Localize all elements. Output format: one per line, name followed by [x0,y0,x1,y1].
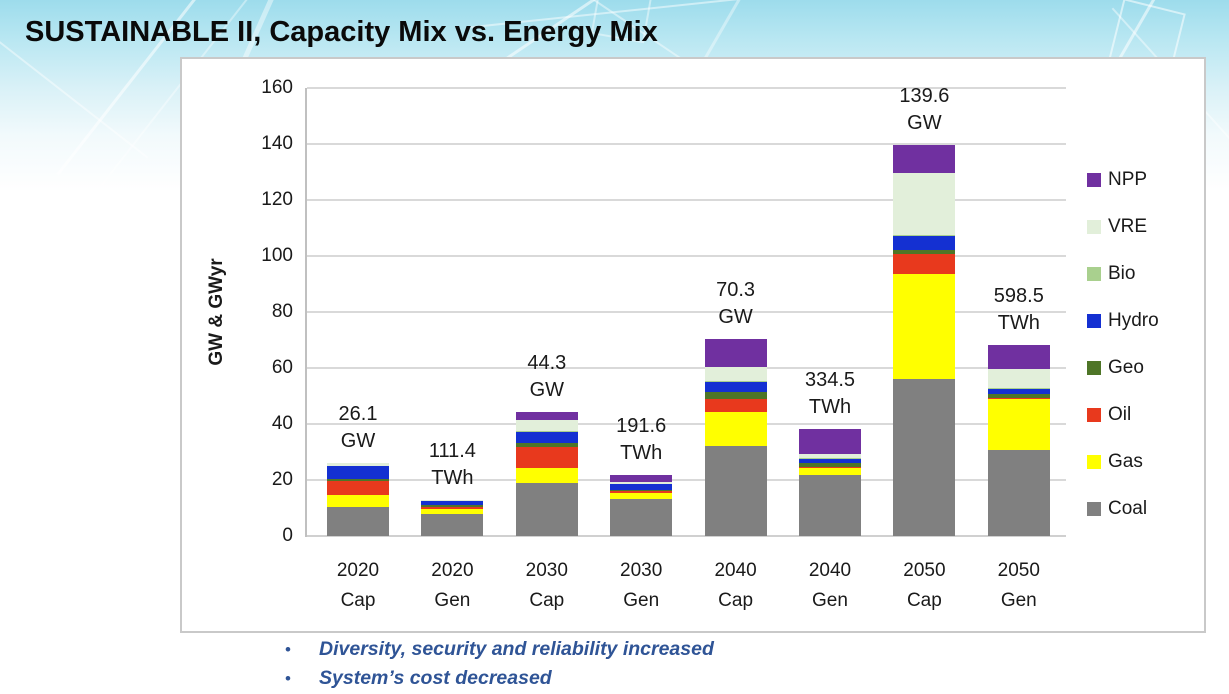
bullet-text: Diversity, security and reliability incr… [319,636,714,663]
bar-segment-npp [516,412,578,420]
y-tick-label: 0 [241,523,293,549]
bullet-item: • Diversity, security and reliability in… [283,636,714,665]
legend-label: Gas [1108,451,1143,473]
bar-segment-coal [516,483,578,536]
legend-label: Oil [1108,404,1131,426]
bar-segment-coal [988,450,1050,536]
bar-2050-Gen [988,345,1050,536]
bar-2050-Cap [893,145,955,536]
bar-segment-vre [516,420,578,431]
bar-segment-coal [610,499,672,536]
bar-segment-npp [988,345,1050,369]
y-tick-label: 60 [241,355,293,381]
bar-segment-coal [421,514,483,536]
bar-segment-gas [893,274,955,380]
legend-swatch-bio [1087,267,1101,281]
bar-2040-Cap [705,339,767,536]
y-tick-label: 120 [241,187,293,213]
bar-segment-hydro [516,432,578,443]
y-tick-label: 80 [241,299,293,325]
bar-segment-npp [893,145,955,173]
legend-label: VRE [1108,216,1147,238]
legend-item-coal: Coal [1087,485,1159,532]
bar-value-label: 598.5 TWh [959,283,1079,337]
bar-segment-coal [893,379,955,536]
bar-segment-gas [516,468,578,483]
bullet-dot: • [283,665,319,692]
bar-segment-coal [799,475,861,536]
bar-value-label: 44.3 GW [487,350,607,404]
bar-segment-vre [893,173,955,235]
bullet-text: System’s cost decreased [319,665,552,692]
bar-segment-vre [705,367,767,381]
bar-segment-hydro [893,236,955,249]
legend-swatch-coal [1087,502,1101,516]
legend-label: Hydro [1108,310,1159,332]
bar-2030-Gen [610,475,672,536]
bar-2030-Cap [516,412,578,536]
legend-label: NPP [1108,169,1147,191]
bar-segment-npp [705,339,767,367]
bar-value-label: 334.5 TWh [770,367,890,421]
bar-segment-gas [327,495,389,506]
bar-value-label: 191.6 TWh [581,413,701,467]
bar-segment-oil [705,399,767,412]
legend-item-geo: Geo [1087,344,1159,391]
legend-item-oil: Oil [1087,391,1159,438]
y-tick-label: 40 [241,411,293,437]
y-axis-title: GW & GWyr [206,258,228,365]
bar-segment-oil [327,481,389,496]
bar-2020-Cap [327,463,389,536]
legend-swatch-vre [1087,220,1101,234]
bar-value-label: 70.3 GW [676,277,796,331]
bar-value-label: 139.6 GW [864,83,984,137]
legend-label: Coal [1108,498,1147,520]
legend-swatch-oil [1087,408,1101,422]
bar-2040-Gen [799,429,861,536]
y-tick-label: 100 [241,243,293,269]
bar-segment-coal [327,507,389,536]
legend-item-hydro: Hydro [1087,297,1159,344]
bar-value-label: 111.4 TWh [392,438,512,492]
bar-2020-Gen [421,500,483,536]
legend-swatch-gas [1087,455,1101,469]
bar-segment-vre [988,369,1050,388]
legend-swatch-npp [1087,173,1101,187]
bullet-list: • Diversity, security and reliability in… [283,636,714,694]
legend-label: Bio [1108,263,1135,285]
bar-segment-hydro [327,466,389,478]
bar-segment-gas [988,399,1050,451]
bar-segment-hydro [705,382,767,393]
bullet-dot: • [283,636,319,663]
bar-segment-oil [893,254,955,274]
chart-legend: NPP VRE Bio Hydro Geo Oil Gas Coal [1087,156,1159,532]
y-tick-label: 160 [241,75,293,101]
bar-segment-npp [799,429,861,454]
legend-label: Geo [1108,357,1144,379]
bar-segment-oil [516,447,578,467]
bullet-item: • System’s cost decreased [283,665,714,694]
legend-swatch-hydro [1087,314,1101,328]
legend-item-bio: Bio [1087,250,1159,297]
legend-swatch-geo [1087,361,1101,375]
legend-item-npp: NPP [1087,156,1159,203]
y-tick-label: 20 [241,467,293,493]
y-tick-label: 140 [241,131,293,157]
page-title: SUSTAINABLE II, Capacity Mix vs. Energy … [25,16,658,49]
bar-segment-gas [705,412,767,445]
bar-segment-coal [705,446,767,536]
legend-item-vre: VRE [1087,203,1159,250]
legend-item-gas: Gas [1087,438,1159,485]
bar-segment-npp [610,475,672,483]
